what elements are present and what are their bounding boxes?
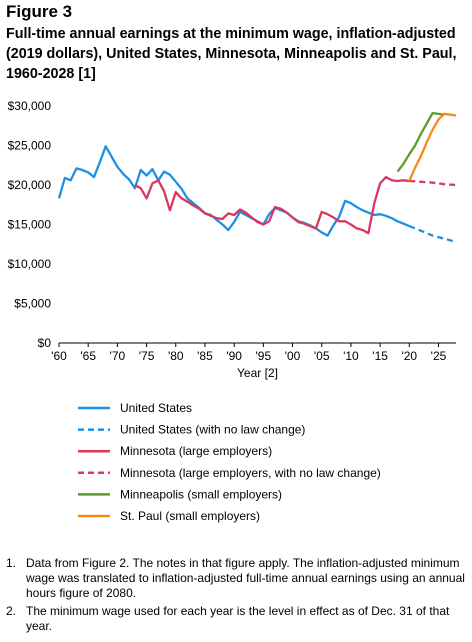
legend-label: United States	[120, 401, 192, 415]
line-chart: $0 $5,000 $10,000 $15,000 $20,000 $25,000 $30,…	[8, 99, 457, 523]
series-line-2	[134, 175, 410, 235]
footnote-number: 2.	[6, 604, 17, 618]
y-tick-label: $30,000	[8, 99, 52, 113]
footnote-2: 2. The minimum wage used for each year i…	[6, 604, 466, 634]
y-tick-label: $10,000	[8, 257, 52, 271]
x-axis-title: Year [2]	[237, 366, 278, 380]
footnotes: 1. Data from Figure 2. The notes in that…	[6, 556, 466, 637]
y-tick-label: $15,000	[8, 218, 52, 232]
x-tick-label: '90	[226, 349, 242, 363]
figure-title: Full-time annual earnings at the minimum…	[6, 26, 457, 82]
y-tick-label: $20,000	[8, 178, 52, 192]
x-tick-label: '60	[51, 349, 67, 363]
x-tick-label: '15	[372, 349, 388, 363]
x-tick-label: '65	[80, 349, 96, 363]
x-tick-label: '85	[197, 349, 213, 363]
x-tick-label: '10	[343, 349, 359, 363]
series-line-3	[409, 179, 457, 187]
footnote-1: 1. Data from Figure 2. The notes in that…	[6, 556, 466, 601]
legend-label: Minnesota (large employers)	[120, 444, 272, 458]
y-tick-label: $0	[38, 336, 52, 350]
footnote-text: Data from Figure 2. The notes in that fi…	[26, 556, 465, 600]
series-line-5	[408, 112, 457, 182]
legend-label: United States (with no law change)	[120, 423, 305, 437]
x-tick-label: '75	[139, 349, 155, 363]
legend: United States United States (with no law …	[78, 401, 381, 523]
series-line-0	[57, 145, 410, 237]
x-tick-label: '20	[401, 349, 417, 363]
plot-series	[57, 111, 457, 244]
footnote-text: The minimum wage used for each year is t…	[26, 604, 450, 633]
y-tick-label: $25,000	[8, 139, 52, 153]
x-tick-label: '00	[285, 349, 301, 363]
x-tick-label: '70	[110, 349, 126, 363]
figure-label: Figure 3	[6, 2, 73, 21]
series-line-4	[396, 111, 445, 173]
legend-label: St. Paul (small employers)	[120, 509, 260, 523]
x-tick-label: '95	[256, 349, 272, 363]
x-axis-ticks: '60 '65 '70 '75 '80 '85 '90 '95 '00 '05 '10 '15 '20 '…	[51, 343, 447, 363]
y-tick-label: $5,000	[14, 297, 51, 311]
series-line-1	[408, 225, 457, 244]
footnote-number: 1.	[6, 556, 17, 570]
y-axis-ticks: $0 $5,000 $10,000 $15,000 $20,000 $25,000 $30,…	[8, 99, 52, 350]
x-tick-label: '80	[168, 349, 184, 363]
legend-label: Minnesota (large employers, with no law …	[120, 466, 381, 480]
x-tick-label: '05	[314, 349, 330, 363]
x-tick-label: '25	[431, 349, 447, 363]
legend-label: Minneapolis (small employers)	[120, 487, 282, 501]
